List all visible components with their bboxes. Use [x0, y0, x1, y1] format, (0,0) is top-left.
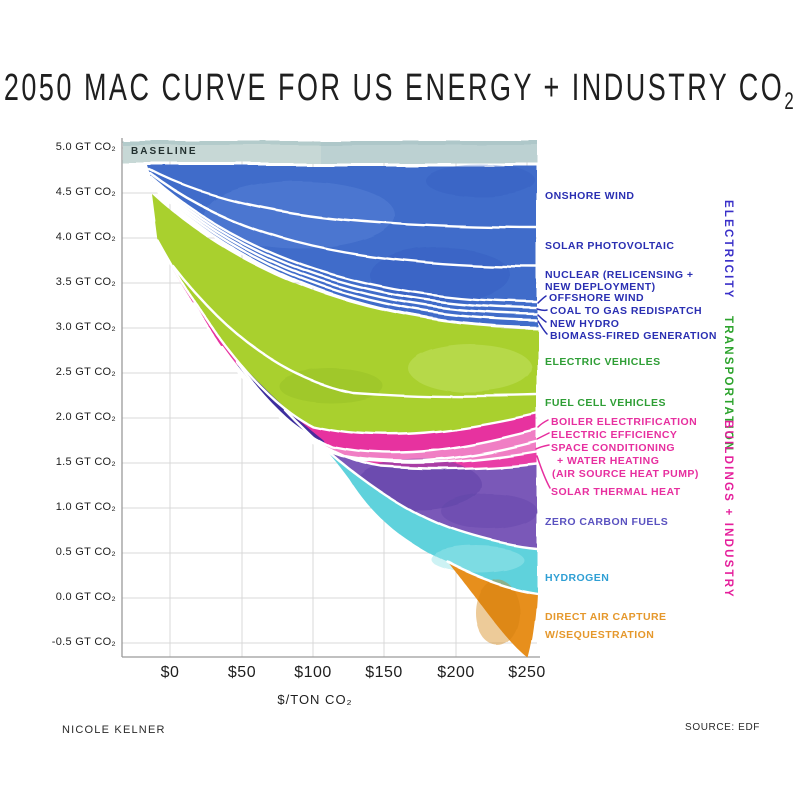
- label-biomass: BIOMASS-FIRED GENERATION: [550, 330, 717, 342]
- baseline-label: BASELINE: [131, 146, 198, 157]
- label-solar-pv: SOLAR PHOTOVOLTAIC: [545, 240, 675, 252]
- label-fuel-cell-vehicles: FUEL CELL VEHICLES: [545, 397, 666, 409]
- label-dac-line1: DIRECT AIR CAPTURE: [545, 611, 667, 623]
- data-source: SOURCE: EDF: [685, 722, 760, 733]
- page-title: 2050 MAC CURVE FOR US ENERGY + INDUSTRY …: [3, 66, 797, 115]
- x-axis-label: $/TON CO₂: [277, 692, 353, 707]
- y-tick-1.5: 1.5 GT CO₂: [55, 456, 116, 468]
- x-tick-150: $150: [365, 664, 403, 681]
- area-hydrogen: [284, 409, 537, 592]
- separator-lines: [148, 168, 539, 595]
- sector-label-buildings-industry: BUILDINGS + INDUSTRY: [722, 420, 734, 599]
- y-tick-3.5: 3.5 GT CO₂: [55, 276, 116, 288]
- label-hydrogen: HYDROGEN: [545, 572, 610, 584]
- label-space-conditioning-line1: SPACE CONDITIONING: [551, 442, 675, 454]
- sector-label-transportation: TRANSPORTATION: [722, 316, 734, 453]
- label-nuclear-line1: NUCLEAR (RELICENSING +: [545, 269, 694, 281]
- label-offshore-wind: OFFSHORE WIND: [549, 292, 645, 304]
- label-nuclear-line2: NEW DEPLOYMENT): [545, 281, 656, 293]
- x-tick-250: $250: [508, 664, 546, 681]
- title-subscript: 2: [784, 87, 797, 115]
- leader-lines: [535, 295, 551, 489]
- y-tick-3.0: 3.0 GT CO₂: [55, 321, 116, 333]
- area-buildings-pink: [158, 241, 537, 470]
- x-tick-200: $200: [437, 664, 475, 681]
- label-electric-vehicles: ELECTRIC VEHICLES: [545, 356, 661, 368]
- x-tick-100: $100: [294, 664, 332, 681]
- label-dac-line2: W/SEQUESTRATION: [545, 629, 655, 641]
- y-tick-2.0: 2.0 GT CO₂: [55, 411, 116, 423]
- label-coal-to-gas: COAL TO GAS REDISPATCH: [550, 305, 703, 317]
- label-space-conditioning-line3: (AIR SOURCE HEAT PUMP): [552, 468, 699, 480]
- y-tick-neg0.5: -0.5 GT CO₂: [51, 636, 116, 648]
- label-zero-carbon-fuels: ZERO CARBON FUELS: [545, 516, 669, 528]
- label-boiler-electrification: BOILER ELECTRIFICATION: [551, 416, 698, 428]
- axes: [121, 138, 540, 658]
- x-tick-0: $0: [160, 664, 180, 681]
- artist-credit: NICOLE KELNER: [62, 724, 166, 736]
- label-new-hydro: NEW HYDRO: [550, 318, 620, 330]
- band-boiler: [158, 241, 537, 454]
- label-electric-efficiency: ELECTRIC EFFICIENCY: [551, 429, 678, 441]
- y-tick-5.0: 5.0 GT CO₂: [55, 141, 116, 153]
- label-space-conditioning-line2: + WATER HEATING: [557, 455, 660, 467]
- y-tick-4.5: 4.5 GT CO₂: [55, 186, 116, 198]
- y-tick-1.0: 1.0 GT CO₂: [55, 501, 116, 513]
- y-tick-2.5: 2.5 GT CO₂: [55, 366, 116, 378]
- y-tick-0.0: 0.0 GT CO₂: [55, 591, 116, 603]
- y-tick-0.5: 0.5 GT CO₂: [55, 546, 116, 558]
- x-tick-50: $50: [227, 664, 257, 681]
- y-tick-4.0: 4.0 GT CO₂: [55, 231, 116, 243]
- sector-label-electricity: ELECTRICITY: [722, 200, 734, 300]
- label-onshore-wind: ONSHORE WIND: [545, 190, 635, 202]
- label-solar-thermal-heat: SOLAR THERMAL HEAT: [551, 486, 681, 498]
- watercolor-areas: [122, 141, 539, 658]
